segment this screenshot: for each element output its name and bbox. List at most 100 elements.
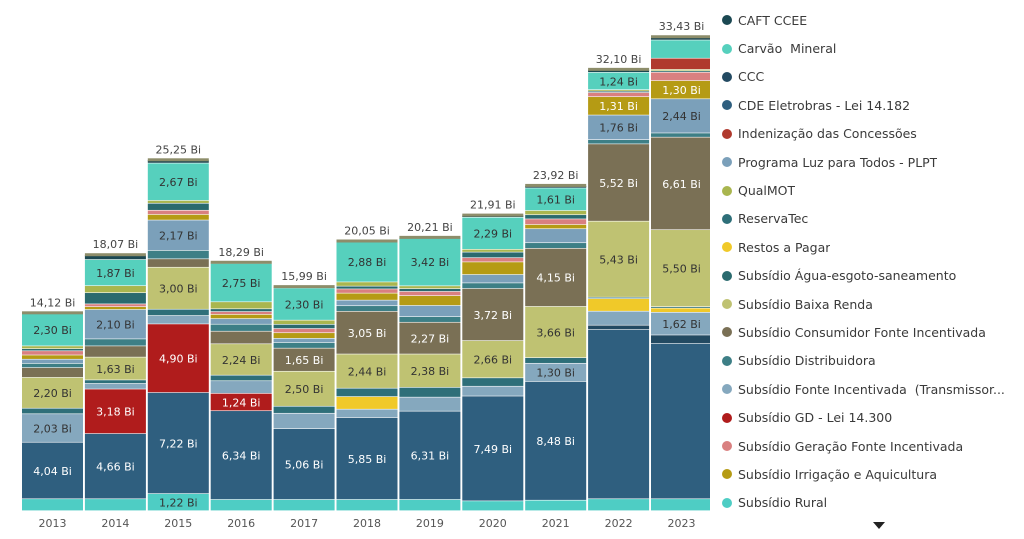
bar-segment[interactable] xyxy=(147,309,209,316)
bar-segment[interactable] xyxy=(588,91,650,93)
legend-scroll-down-icon[interactable] xyxy=(873,522,885,529)
bar-segment[interactable] xyxy=(22,499,83,511)
bar-segment[interactable] xyxy=(273,406,335,413)
bar-segment[interactable] xyxy=(336,293,398,300)
bar-segment[interactable] xyxy=(525,229,587,243)
bar-segment[interactable] xyxy=(525,357,587,363)
bar-segment[interactable] xyxy=(399,316,461,322)
bar-segment[interactable] xyxy=(336,499,398,511)
bar-segment[interactable] xyxy=(651,133,710,137)
bar-segment[interactable] xyxy=(651,499,710,511)
bar-segment[interactable] xyxy=(273,348,335,371)
bar-segment[interactable] xyxy=(84,304,146,307)
bar-segment[interactable] xyxy=(462,288,524,341)
legend-item[interactable]: Subsídio GD - Lei 14.300 xyxy=(722,403,1022,431)
bar-segment[interactable] xyxy=(336,396,398,409)
bar-segment[interactable] xyxy=(399,387,461,397)
bar-segment[interactable] xyxy=(273,328,335,333)
bar-segment[interactable] xyxy=(336,282,398,286)
bar-segment[interactable] xyxy=(84,339,146,346)
bar-segment[interactable] xyxy=(147,160,209,163)
bar-segment[interactable] xyxy=(651,335,710,344)
bar-segment[interactable] xyxy=(336,306,398,312)
bar-segment[interactable] xyxy=(462,274,524,283)
legend-item[interactable]: Subsídio Fonte Incentivada (Transmissor.… xyxy=(722,375,1022,403)
bar-segment[interactable] xyxy=(273,320,335,325)
bar-segment[interactable] xyxy=(399,286,461,289)
bar-segment[interactable] xyxy=(147,163,209,201)
legend-item[interactable]: CDE Eletrobras - Lei 14.182 xyxy=(722,91,1022,119)
legend-item[interactable]: CAFT CCEE xyxy=(722,6,1022,34)
legend-item[interactable]: Subsídio Geração Fonte Incentivada xyxy=(722,432,1022,460)
legend-item[interactable]: Subsídio Baixa Renda xyxy=(722,290,1022,318)
bar-segment[interactable] xyxy=(147,493,209,511)
bar-segment[interactable] xyxy=(147,259,209,267)
bar-segment[interactable] xyxy=(588,92,650,97)
bar-segment[interactable] xyxy=(336,311,398,354)
bar-segment[interactable] xyxy=(147,200,209,203)
bar-segment[interactable] xyxy=(651,307,710,308)
legend-item[interactable]: QualMOT xyxy=(722,176,1022,204)
bar-segment[interactable] xyxy=(147,203,209,210)
bar-segment[interactable] xyxy=(462,501,524,511)
bar-segment[interactable] xyxy=(588,72,650,90)
bar-segment[interactable] xyxy=(399,411,461,500)
bar-segment[interactable] xyxy=(84,433,146,499)
bar-segment[interactable] xyxy=(588,499,650,511)
legend-item[interactable]: Programa Luz para Todos - PLPT xyxy=(722,148,1022,176)
bar-segment[interactable] xyxy=(588,297,650,299)
bar-segment[interactable] xyxy=(210,311,272,315)
bar-segment[interactable] xyxy=(399,322,461,354)
bar-segment[interactable] xyxy=(462,262,524,275)
bar-segment[interactable] xyxy=(525,381,587,500)
bar-segment[interactable] xyxy=(210,318,272,324)
bar-segment[interactable] xyxy=(147,210,209,215)
bar-segment[interactable] xyxy=(651,80,710,99)
bar-segment[interactable] xyxy=(462,249,524,252)
bar-segment[interactable] xyxy=(210,331,272,344)
legend-item[interactable]: Subsídio Água-esgoto-saneamento xyxy=(722,262,1022,290)
bar-segment[interactable] xyxy=(147,267,209,309)
bar-segment[interactable] xyxy=(147,392,209,494)
bar-segment[interactable] xyxy=(84,380,146,384)
legend-item[interactable]: Carvão Mineral xyxy=(722,34,1022,62)
bar-segment[interactable] xyxy=(210,314,272,319)
bar-segment[interactable] xyxy=(84,286,146,293)
bar-segment[interactable] xyxy=(210,324,272,331)
bar-segment[interactable] xyxy=(462,396,524,501)
bar-segment[interactable] xyxy=(651,137,710,230)
bar-segment[interactable] xyxy=(210,263,272,302)
bar-segment[interactable] xyxy=(588,97,650,115)
bar-segment[interactable] xyxy=(273,371,335,406)
bar-segment[interactable] xyxy=(399,291,461,296)
legend-item[interactable]: Indenização das Concessões xyxy=(722,120,1022,148)
bar-segment[interactable] xyxy=(336,289,398,293)
bar-segment[interactable] xyxy=(651,69,710,71)
bar-segment[interactable] xyxy=(84,293,146,304)
bar-segment[interactable] xyxy=(22,351,83,355)
bar-segment[interactable] xyxy=(336,388,398,397)
bar-segment[interactable] xyxy=(588,325,650,330)
bar-segment[interactable] xyxy=(651,40,710,58)
bar-segment[interactable] xyxy=(273,324,335,329)
bar-segment[interactable] xyxy=(399,295,461,306)
bar-segment[interactable] xyxy=(399,288,461,292)
bar-segment[interactable] xyxy=(651,343,710,499)
legend-item[interactable]: Subsídio Consumidor Fonte Incentivada xyxy=(722,318,1022,346)
bar-segment[interactable] xyxy=(336,409,398,418)
bar-segment[interactable] xyxy=(399,397,461,411)
bar-segment[interactable] xyxy=(22,414,83,442)
bar-segment[interactable] xyxy=(651,71,710,72)
legend-item[interactable]: CCC xyxy=(722,63,1022,91)
bar-segment[interactable] xyxy=(399,238,461,286)
bar-segment[interactable] xyxy=(273,338,335,343)
bar-segment[interactable] xyxy=(336,300,398,306)
bar-segment[interactable] xyxy=(651,312,710,335)
legend-item[interactable]: Subsídio Rural xyxy=(722,489,1022,517)
bar-segment[interactable] xyxy=(525,306,587,358)
bar-segment[interactable] xyxy=(22,442,83,499)
bar-segment[interactable] xyxy=(210,375,272,381)
bar-segment[interactable] xyxy=(525,363,587,382)
bar-segment[interactable] xyxy=(273,413,335,429)
bar-segment[interactable] xyxy=(462,283,524,289)
